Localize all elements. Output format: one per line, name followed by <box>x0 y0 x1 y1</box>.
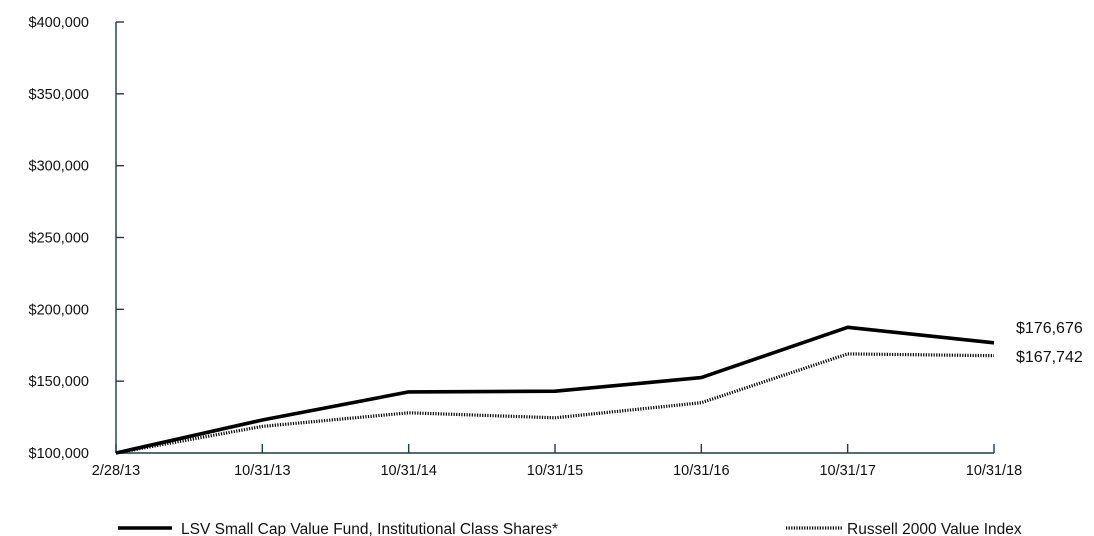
axes <box>115 22 994 454</box>
y-tick-label: $300,000 <box>29 159 89 175</box>
y-tick-label: $400,000 <box>29 15 89 31</box>
y-tick-label: $350,000 <box>29 87 89 103</box>
end-value-label: $176,676 <box>1016 320 1083 337</box>
series-line-russell-2000-value-index <box>115 352 995 455</box>
legend-label: LSV Small Cap Value Fund, Institutional … <box>181 521 558 536</box>
y-tick-label: $200,000 <box>29 302 89 318</box>
legend-label: Russell 2000 Value Index <box>847 521 1022 536</box>
series-line-lsv-small-cap-value-fund <box>115 325 995 455</box>
y-tick-label: $250,000 <box>29 231 89 247</box>
x-tick-label: 10/31/17 <box>819 463 875 479</box>
x-tick-label: 10/31/14 <box>380 463 436 479</box>
x-tick-label: 10/31/13 <box>234 463 290 479</box>
x-tick-label: 2/28/13 <box>92 463 140 479</box>
y-axis-ticks: $100,000 $150,000 $200,000 $250,000 $300,000… <box>29 15 124 462</box>
x-tick-label: 10/31/16 <box>673 463 729 479</box>
x-axis-ticks: 2/28/13 10/31/13 10/31/14 10/31/15 10/31/16 1… <box>92 444 1022 479</box>
end-value-labels: $176,676 $167,742 <box>1016 320 1083 366</box>
legend: LSV Small Cap Value Fund, Institutional … <box>118 521 1022 536</box>
y-tick-label: $150,000 <box>29 374 89 390</box>
series-lines <box>115 325 995 455</box>
end-value-label: $167,742 <box>1016 349 1083 366</box>
x-tick-label: 10/31/15 <box>527 463 583 479</box>
y-tick-label: $100,000 <box>29 446 89 462</box>
x-tick-label: 10/31/18 <box>966 463 1022 479</box>
